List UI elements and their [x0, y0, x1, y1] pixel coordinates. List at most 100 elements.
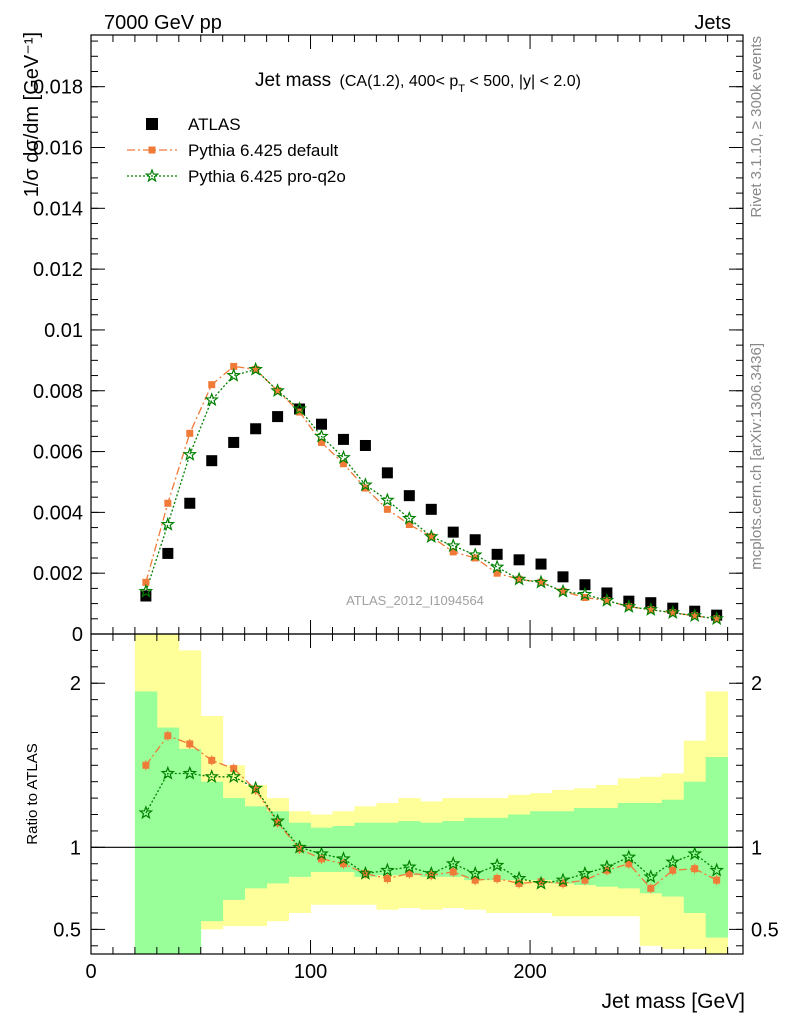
ratio-default-point	[669, 866, 677, 874]
green-band-bin	[530, 811, 553, 881]
ratio-default-point	[405, 870, 413, 878]
ratio-frame	[90, 633, 744, 955]
pythia-proq2o-point	[423, 528, 439, 544]
ratio-default-point	[691, 865, 699, 873]
ratio-default-point	[318, 855, 326, 863]
title-detail-post: < 500, |y| < 2.0)	[465, 73, 581, 90]
ratio-proq2o-point	[380, 862, 395, 877]
ratio-default-point	[537, 878, 545, 886]
green-band-bin	[200, 781, 224, 922]
pythia-default-point	[449, 548, 457, 556]
main-y-axis-label: 1/σ dσ/dm [GeV⁻¹]	[21, 32, 43, 197]
atlas-point	[403, 490, 415, 502]
ratio-proq2o-point	[489, 857, 505, 872]
green-band-bin	[222, 798, 246, 900]
green-band-bin	[156, 727, 180, 954]
ratio-proq2o-point	[401, 859, 417, 874]
chart-title: Jet mass (CA(1.2), 400< pT < 500, |y| < …	[255, 70, 581, 95]
atlas-point	[184, 497, 196, 509]
main-y-tick-label: 0.018	[33, 77, 83, 99]
main-line-1	[145, 365, 717, 620]
ratio-proq2o-point	[182, 765, 198, 780]
ratio-proq2o-point	[621, 849, 637, 864]
ratio-y-tick-label-right: 0.5	[751, 919, 779, 941]
ratio-default-point	[383, 875, 391, 883]
rivet-label: Rivet 3.1.10, ≥ 300k events	[748, 36, 765, 218]
ratio-series	[138, 730, 725, 894]
ratio-proq2o-point	[138, 805, 154, 820]
pythia-proq2o-point	[182, 446, 198, 461]
ratio-default-point	[713, 876, 721, 884]
ratio-proq2o-point	[204, 769, 220, 783]
legend-label: Pythia 6.425 default	[188, 141, 339, 160]
ratio-y-tick-label: 0.5	[53, 919, 81, 941]
ratio-default-point	[186, 740, 194, 748]
pythia-default-point	[230, 362, 238, 370]
pythia-proq2o-point	[292, 401, 307, 416]
mcplots-label: mcplots.cern.ch [arXiv:1306.3436]	[748, 343, 765, 570]
pythia-default-point	[669, 609, 677, 617]
pythia-proq2o-point	[467, 547, 483, 562]
ratio-proq2o-point	[687, 846, 703, 861]
atlas-point	[447, 526, 459, 538]
pythia-proq2o-point	[314, 428, 329, 443]
main-y-tick-label: 0.008	[33, 381, 83, 403]
legend: ATLAS Pythia 6.425 default Pythia 6.425 pr…	[127, 115, 346, 186]
ratio-default-point	[471, 876, 479, 884]
ratio-proq2o-point	[423, 865, 439, 880]
atlas-point	[513, 554, 525, 566]
pythia-default-point	[515, 575, 523, 583]
main-y-tick-label: 0.004	[33, 502, 83, 524]
ratio-default-point	[208, 756, 216, 764]
atlas-point	[535, 558, 547, 570]
ratio-default-point	[581, 876, 589, 884]
main-y-tick-label: 0.01	[44, 320, 83, 342]
legend-label: ATLAS	[188, 115, 241, 134]
main-y-tick-label: 0.012	[33, 259, 83, 281]
green-band-bin	[639, 803, 663, 894]
pythia-default-point	[537, 578, 545, 586]
pythia-proq2o-point	[160, 516, 176, 531]
green-band-bin	[332, 826, 355, 872]
pythia-default-point	[405, 521, 413, 529]
pythia-default-point	[142, 578, 150, 586]
pythia-default-point	[186, 429, 194, 437]
header-collision: 7000 GeV pp	[104, 12, 222, 34]
pythia-default-point	[603, 597, 611, 605]
ratio-proq2o-point	[160, 765, 176, 780]
pythia-proq2o-point	[665, 604, 681, 620]
atlas-point	[228, 436, 240, 448]
main-y-tick-label: 0.006	[33, 442, 83, 464]
pythia-default-point	[318, 438, 326, 446]
atlas-point	[272, 411, 284, 423]
pythia-default-point	[383, 505, 391, 513]
green-band-bin	[134, 691, 158, 954]
atlas-point	[206, 455, 218, 467]
x-tick-label: 0	[85, 961, 96, 983]
atlas-point	[359, 439, 371, 451]
atlas-point	[491, 548, 503, 560]
x-tick-label: 100	[294, 961, 327, 983]
main-y-tick-label: 0	[72, 624, 83, 646]
atlas-point	[557, 571, 569, 583]
main-axis-ticks: 0 0.002 0.004 0.006 0.008 0.01 0.012 0.014 0.016…	[33, 35, 743, 646]
ratio-y-tick-label: 2	[70, 673, 81, 695]
ratio-default-point	[625, 860, 633, 868]
pythia-default-point	[625, 603, 633, 611]
ratio-proq2o-point	[445, 855, 461, 870]
pythia-proq2o-point	[511, 571, 527, 586]
pythia-default-point	[713, 615, 721, 623]
ratio-proq2o-point	[292, 839, 307, 854]
pythia-default-point	[164, 499, 172, 507]
atlas-point	[337, 433, 349, 445]
pythia-default-point	[493, 569, 501, 577]
ratio-line-1	[145, 772, 718, 885]
atlas-point	[469, 534, 481, 546]
ratio-default-point	[515, 879, 523, 887]
main-y-tick-label: 0.002	[33, 563, 83, 585]
ratio-default-point	[142, 761, 150, 769]
pythia-proq2o-point	[599, 592, 615, 607]
atlas-point	[162, 547, 174, 559]
green-band-bin	[178, 748, 202, 954]
